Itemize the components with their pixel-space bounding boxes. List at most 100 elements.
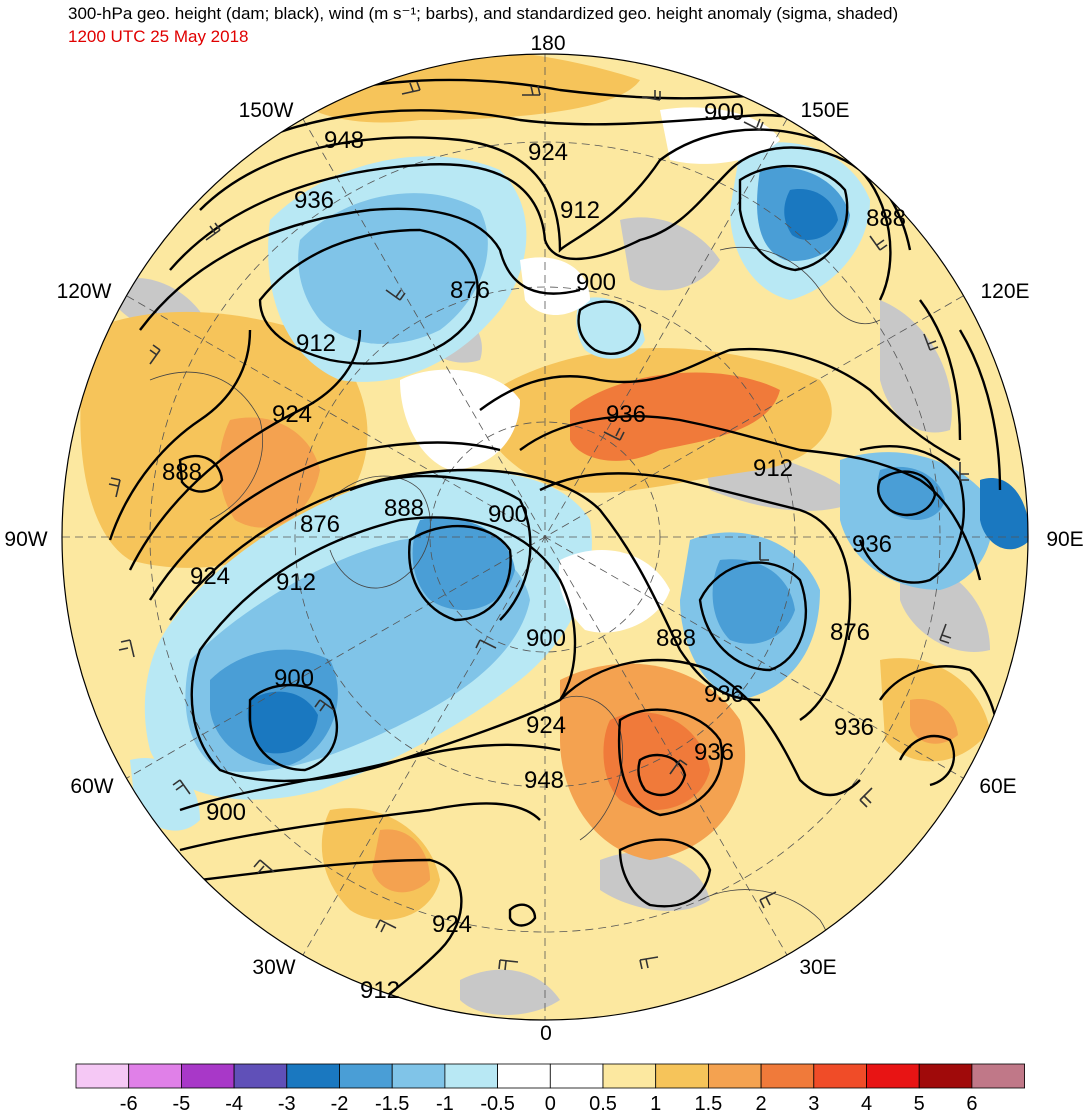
contour-label: 936 [694, 739, 734, 766]
colorbar-swatch [339, 1063, 393, 1089]
contour-line [258, 228, 479, 365]
wind-barb [759, 542, 769, 561]
colorbar-tick-label: 1 [650, 1093, 661, 1112]
colorbar-tick-label: 2 [756, 1093, 767, 1112]
latitude-circle [429, 421, 661, 653]
colorbar-swatch [655, 1063, 709, 1089]
contour-line [577, 300, 642, 355]
neutral-patch [558, 550, 670, 633]
colorbar-tick-label: -4 [225, 1093, 243, 1112]
colorbar-tick-label: 4 [861, 1093, 872, 1112]
lon-label-60w: 60W [70, 775, 113, 798]
colorbar-tick-label: -1 [436, 1093, 454, 1112]
warm-core [219, 417, 320, 528]
positive-anomaly [80, 54, 990, 920]
contour-label: 936 [294, 187, 334, 214]
colorbar-tick-label: 3 [808, 1093, 819, 1112]
contour-label: 924 [528, 139, 568, 166]
coastline [149, 371, 263, 521]
contour-label: 888 [866, 205, 906, 232]
contour-label: 912 [360, 977, 400, 1004]
contour-label: 924 [190, 563, 230, 590]
wind-barb [149, 344, 161, 365]
contour-line [876, 470, 937, 517]
colorbar-swatch [760, 1063, 815, 1089]
neutral-region [400, 107, 780, 633]
contour-label: 948 [524, 767, 564, 794]
contour-line [128, 329, 362, 571]
contour-label: 924 [272, 401, 312, 428]
contour-label: 936 [852, 531, 892, 558]
colorbar: -6 -5 -4 -3 -2 -1.5 -1 -0.5 0 0.5 1 1.5 2 3 4 5 6 [75, 1063, 1026, 1112]
contour-line [199, 858, 463, 1011]
land-patch [460, 969, 560, 1015]
contour-label: 924 [432, 911, 472, 938]
contour-line [408, 524, 512, 622]
contour-label: 912 [560, 197, 600, 224]
contour-line [539, 472, 852, 721]
colorbar-tick-label: -0.5 [480, 1093, 514, 1112]
lon-label-120w: 120W [57, 280, 112, 303]
lon-label-180: 180 [530, 32, 565, 55]
warm-core [603, 712, 710, 810]
contour-label: 912 [276, 569, 316, 596]
latitude-circle [294, 286, 796, 788]
contour-line [738, 164, 849, 272]
wind-barb [375, 919, 397, 933]
wind-barb [118, 639, 135, 658]
colorbar-swatch [971, 1063, 1026, 1089]
contour-labels: 948 936 924 912 900 888 876 900 912 924 936 912 888 8… [162, 99, 906, 1004]
contour-label: 912 [753, 455, 793, 482]
contour-line [637, 753, 687, 797]
colorbar-tick-label: 1.5 [694, 1093, 722, 1112]
colorbar-swatch [549, 1063, 604, 1089]
contour-label: 900 [274, 665, 314, 692]
wind-barb [859, 787, 873, 808]
coastline [329, 475, 431, 589]
wind-barb [939, 623, 952, 644]
wind-barb [759, 891, 777, 909]
warm-core [910, 699, 958, 744]
map-border [61, 53, 1029, 1021]
colorbar-swatch [128, 1063, 182, 1089]
cold-region-center [247, 691, 318, 754]
neutral-patch [400, 369, 520, 470]
contour-line [148, 441, 501, 601]
lon-label-150w: 150W [239, 99, 294, 122]
contour-line [559, 658, 861, 797]
wind-barb [603, 427, 625, 441]
wind-barb [314, 699, 335, 712]
wind-barb [205, 222, 221, 241]
colorbar-swatch [497, 1063, 551, 1089]
wind-barb [475, 639, 497, 649]
cold-region [576, 297, 645, 359]
lon-label-30e: 30E [799, 956, 836, 979]
wind-barb [923, 333, 939, 351]
lon-label-120e: 120E [980, 280, 1029, 303]
wind-barb [522, 85, 541, 96]
lon-label-90e: 90E [1046, 528, 1083, 551]
contour-label: 900 [576, 269, 616, 296]
colorbar-tick-label: 6 [966, 1093, 977, 1112]
lon-label-30w: 30W [252, 956, 295, 979]
contour-line [858, 445, 965, 584]
contour-line [919, 299, 962, 441]
wind-barb [869, 235, 888, 251]
colorbar-tick-label: -3 [278, 1093, 296, 1112]
colorbar-tick-label: -5 [173, 1093, 191, 1112]
meridian-line [126, 295, 964, 779]
map-disc [62, 54, 1028, 1020]
wind-barb [401, 81, 421, 95]
wind-barb [253, 859, 275, 874]
graticule [62, 54, 1028, 1020]
chart-datetime: 1200 UTC 25 May 2018 [68, 27, 249, 46]
contour-label: 876 [450, 277, 490, 304]
colorbar-swatch [75, 1063, 130, 1089]
colorbar-swatch [602, 1063, 657, 1089]
colorbar-swatch [180, 1063, 235, 1089]
contour-line [618, 838, 712, 908]
colorbar-swatch [918, 1063, 973, 1089]
contour-label: 936 [704, 681, 744, 708]
lon-label-90w: 90W [4, 528, 47, 551]
